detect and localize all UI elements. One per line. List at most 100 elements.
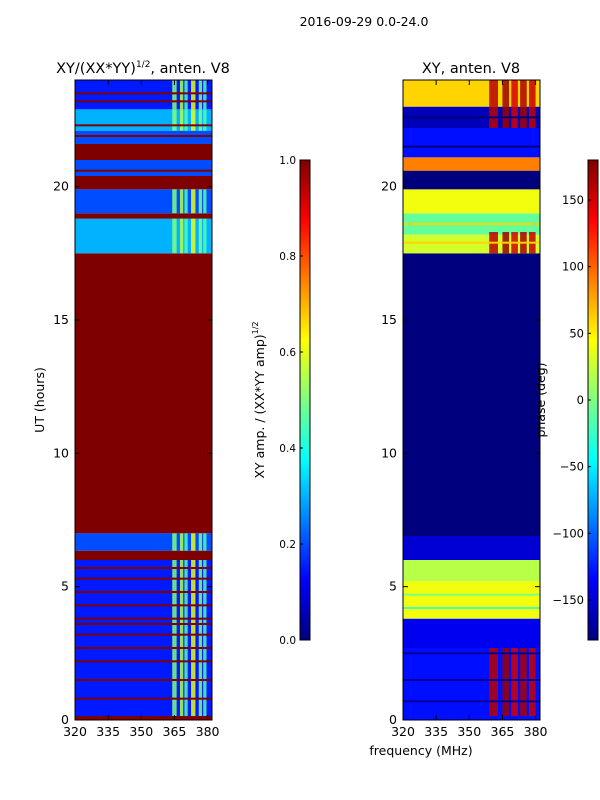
rfi-column (198, 560, 203, 716)
x-tick-label: 365 (163, 724, 187, 739)
colorbar1-label-sup: 1/2 (251, 321, 260, 334)
panel1-frame (74, 79, 213, 721)
rfi-column (502, 80, 510, 107)
rfi-column (203, 189, 207, 214)
panel2-heatmap (403, 80, 540, 720)
heatmap-line (75, 623, 212, 625)
heatmap-band (403, 536, 540, 560)
heatmap-line (75, 647, 212, 649)
colorbar1-gradient (299, 159, 311, 641)
heatmap-line (75, 679, 212, 681)
heatmap-line (75, 100, 212, 103)
y-tick-label: 20 (381, 179, 397, 194)
rfi-column (191, 80, 196, 110)
heatmap-line (75, 697, 212, 700)
colorbar-tick-label: 1.0 (279, 155, 296, 167)
colorbar1-label: XY amp. / (XX*YY amp)1/2 (251, 321, 267, 478)
heatmap-line (75, 92, 212, 95)
rfi-column (172, 560, 177, 716)
colorbar-phase: phase (deg) −150 −100 −50 0 50 100 150 (533, 159, 599, 641)
heatmap-band (403, 560, 540, 582)
y-tick-label: 20 (53, 179, 69, 194)
colorbar2-label: phase (deg) (533, 362, 548, 437)
rfi-column (528, 80, 536, 107)
x-tick-label: 380 (524, 724, 548, 739)
rfi-column (172, 533, 177, 551)
y-tick-label: 5 (61, 579, 69, 594)
rfi-column (179, 109, 184, 131)
heatmap-band (403, 189, 540, 214)
rfi-column (502, 648, 510, 716)
x-tick-label: 380 (196, 724, 220, 739)
rfi-column (198, 80, 203, 110)
heatmap-line (75, 135, 212, 137)
rfi-column (191, 189, 196, 214)
panel1-ylabel: UT (hours) (32, 367, 47, 433)
figure-suptitle: 2016-09-29 0.0-24.0 (300, 14, 429, 29)
colorbar-tick-label: 0.0 (279, 635, 296, 647)
heatmap-line (75, 567, 212, 569)
heatmap-line (75, 660, 212, 663)
colorbar1-label-main: XY amp. / (XX*YY amp) (252, 334, 267, 478)
heatmap-band (403, 80, 540, 107)
heatmap-line (403, 241, 540, 244)
heatmap-band (75, 560, 212, 716)
heatmap-band (75, 550, 212, 560)
rfi-column (203, 560, 207, 716)
heatmap-band (403, 234, 540, 254)
heatmap-line (75, 633, 212, 636)
panel2-yaxis: 0 5 10 15 20 (381, 179, 540, 727)
heatmap-line (75, 169, 212, 172)
colorbar-tick-label: 100 (562, 260, 584, 274)
colorbar-tick-label: 150 (562, 193, 584, 207)
heatmap-band (75, 80, 212, 110)
rfi-column (528, 648, 536, 716)
y-tick-label: 10 (53, 445, 69, 460)
rfi-column (489, 648, 499, 716)
rfi-column (179, 218, 184, 254)
colorbar-tick-label: 0.4 (279, 443, 296, 455)
heatmap-band (75, 716, 212, 720)
heatmap-band (75, 144, 212, 160)
colorbar-tick-label: −50 (560, 460, 584, 474)
panel1-title-suffix: , anten. V8 (150, 61, 229, 77)
heatmap-band (75, 176, 212, 190)
heatmap-line (75, 591, 212, 593)
rfi-column (198, 533, 203, 551)
panel2-xaxis: 320 335 350 365 380 (391, 80, 548, 739)
rfi-column (179, 533, 184, 551)
x-tick-label: 365 (491, 724, 515, 739)
heatmap-band (403, 128, 540, 158)
panel-phase: XY, anten. V8 320 335 350 365 380 0 5 10 15 20 (381, 61, 547, 739)
rfi-column (489, 80, 499, 107)
colorbar-tick-label: 0 (577, 393, 584, 407)
rfi-column (203, 218, 207, 254)
x-tick-label: 335 (424, 724, 448, 739)
panel-amplitude: XY/(XX*YY)1/2, anten. V8 320 335 350 365 380… (32, 60, 230, 739)
rfi-column (198, 109, 203, 131)
colorbar2-ticks: −150 −100 −50 0 50 100 150 (552, 193, 591, 607)
rfi-column (191, 109, 196, 131)
heatmap-line (75, 577, 212, 580)
panel1-heatmap (75, 80, 212, 720)
heatmap-band (75, 533, 212, 551)
colorbar-tick-label: 0.2 (279, 539, 296, 551)
x-tick-label: 350 (129, 724, 153, 739)
heatmap-line (75, 124, 212, 127)
panel1-title: XY/(XX*YY)1/2, anten. V8 (56, 60, 230, 77)
rfi-column (179, 80, 184, 110)
heatmap-line (403, 700, 540, 703)
heatmap-line (75, 617, 212, 620)
heatmap-line (75, 604, 212, 607)
panel1-yaxis: 0 5 10 15 20 (53, 179, 212, 727)
heatmap-band (75, 189, 212, 214)
x-tick-label: 335 (96, 724, 120, 739)
rfi-column (511, 80, 518, 107)
rfi-column (179, 189, 184, 214)
rfi-column (191, 218, 196, 254)
colorbar-amplitude: 0.0 0.2 0.4 0.6 0.8 1.0 XY amp. / (XX*YY amp)… (251, 155, 311, 647)
y-tick-label: 0 (61, 712, 69, 727)
panel1-title-main: XY/(XX*YY) (56, 61, 136, 77)
rfi-column (184, 80, 188, 110)
rfi-column (172, 109, 177, 131)
